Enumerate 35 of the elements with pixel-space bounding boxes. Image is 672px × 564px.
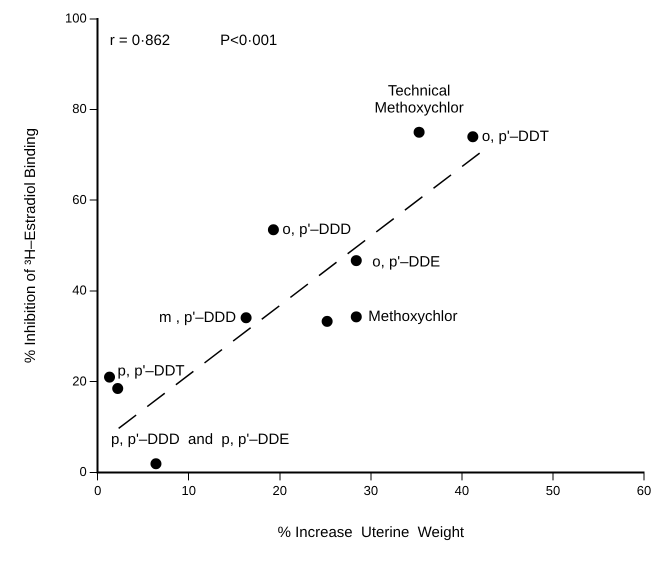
annotation: o, p'–DDT [482, 128, 549, 145]
y-tick-label: 40 [72, 282, 87, 298]
point [112, 382, 124, 394]
x-tick-label: 0 [94, 482, 102, 498]
point [350, 311, 362, 322]
annotation: m , p'–DDD [159, 308, 236, 326]
point [467, 131, 478, 142]
y-tick-label: 100 [64, 10, 87, 26]
x-axis-title: % Increase Uterine Weight [278, 524, 465, 542]
y-tick-label: 80 [72, 101, 87, 116]
x-tick-label: 60 [636, 482, 652, 498]
x-tick-label: 20 [272, 482, 288, 498]
annotation: p, p'–DDT [118, 362, 185, 380]
point [350, 255, 362, 266]
x-tick-label: 30 [364, 482, 378, 498]
annotation: Technical Methoxychlor [374, 82, 464, 116]
point [322, 316, 333, 327]
y-tick-label: 0 [79, 464, 87, 479]
y-tick-label: 20 [72, 373, 87, 388]
point [268, 224, 279, 236]
annotation: P<0·001 [220, 32, 278, 49]
point [240, 312, 252, 324]
x-tick-label: 40 [454, 482, 470, 498]
annotation: Methoxychlor [368, 308, 458, 325]
y-axis-title: % Inhibition of ³H–Estradiol Binding [22, 128, 40, 364]
annotation: o, p'–DDD [282, 220, 352, 238]
x-tick-label: 50 [546, 482, 560, 498]
y-tick-label: 60 [72, 192, 87, 207]
x-tick-label: 10 [182, 482, 196, 498]
annotation: p, p'–DDD and p, p'–DDE [110, 430, 290, 448]
annotation: r = 0·862 [110, 32, 170, 49]
annotation: o, p'–DDE [372, 254, 440, 271]
point [104, 372, 116, 383]
point [150, 458, 162, 470]
point [414, 126, 425, 138]
